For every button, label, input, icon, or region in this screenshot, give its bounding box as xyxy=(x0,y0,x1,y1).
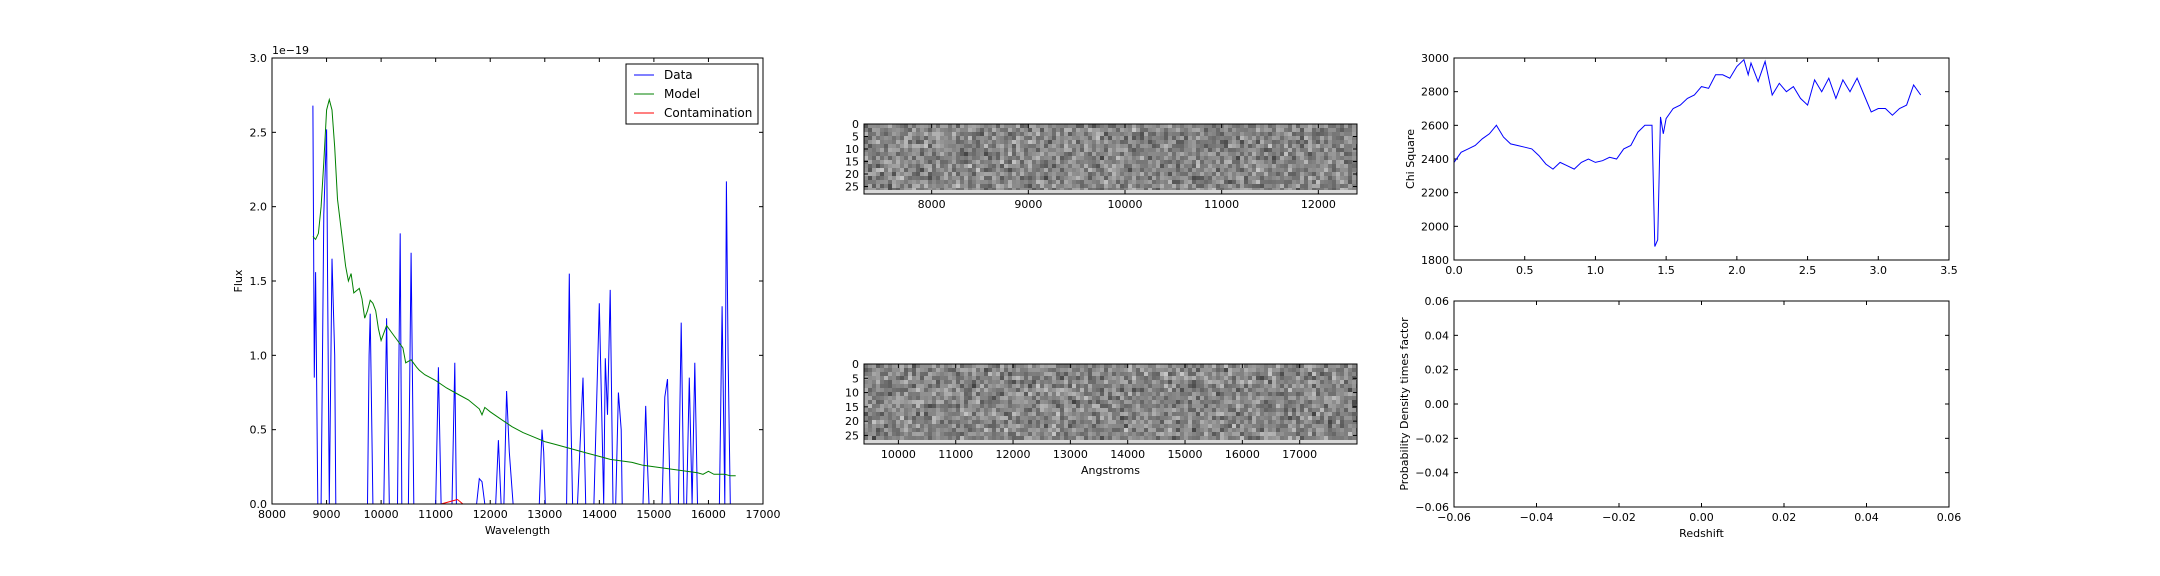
x-tick-label: 15000 xyxy=(1168,448,1203,461)
y-tick-label: 2400 xyxy=(1421,153,1449,166)
y-tick-label: 10 xyxy=(845,143,859,156)
y-tick-label: 1.5 xyxy=(250,275,268,288)
x-tick-label: 17000 xyxy=(746,508,781,521)
offset-label: 1e−19 xyxy=(272,44,309,57)
y-tick-label: 25 xyxy=(845,429,859,442)
axes-frame xyxy=(1453,57,1950,261)
y-tick-label: 25 xyxy=(845,181,859,194)
y-tick-label: 2800 xyxy=(1421,86,1449,99)
y-tick-label: 5 xyxy=(852,131,859,144)
y-tick-label: 20 xyxy=(845,168,859,181)
x-tick-label: −0.02 xyxy=(1602,511,1636,524)
y-tick-label: 0.04 xyxy=(1425,329,1450,342)
x-tick-label: 1.5 xyxy=(1657,264,1675,277)
x-tick-label: 0.00 xyxy=(1689,511,1714,524)
y-tick-label: 20 xyxy=(845,415,859,428)
y-tick-label: 15 xyxy=(845,401,859,414)
y-tick-label: 0 xyxy=(852,118,859,131)
x-tick-label: 14000 xyxy=(582,508,617,521)
x-tick-label: 10000 xyxy=(881,448,916,461)
y-tick-label: 0.00 xyxy=(1425,398,1450,411)
x-axis-label: Angstroms xyxy=(1081,464,1140,477)
legend-label: Data xyxy=(664,68,693,82)
x-tick-label: 0.02 xyxy=(1772,511,1797,524)
x-tick-label: 9000 xyxy=(313,508,341,521)
x-tick-label: 8000 xyxy=(258,508,286,521)
x-tick-label: 12000 xyxy=(996,448,1031,461)
x-tick-label: 13000 xyxy=(527,508,562,521)
y-axis-label: Chi Square xyxy=(1404,129,1417,189)
y-tick-label: 3.0 xyxy=(250,52,268,65)
y-tick-label: 3000 xyxy=(1421,52,1449,65)
spectrum-image-lower: 10000 11000 12000 13000 14000 15000 16000 17000… xyxy=(845,358,1358,477)
y-tick-label: 15 xyxy=(845,156,859,169)
contamination-series-line xyxy=(312,498,736,504)
x-tick-label: 0.0 xyxy=(1445,264,1463,277)
x-tick-label: −0.04 xyxy=(1520,511,1554,524)
x-tick-label: 1.0 xyxy=(1587,264,1605,277)
x-tick-label: 9000 xyxy=(1014,198,1042,211)
y-tick-label: −0.04 xyxy=(1415,467,1449,480)
y-tick-label: 1.0 xyxy=(250,349,268,362)
y-tick-label: 0.5 xyxy=(250,424,268,437)
axes-frame xyxy=(863,123,1358,195)
x-tick-label: 15000 xyxy=(636,508,671,521)
x-tick-label: 3.0 xyxy=(1870,264,1888,277)
y-tick-label: 0.02 xyxy=(1425,364,1450,377)
y-tick-label: 0.06 xyxy=(1425,295,1450,308)
x-axis-label: Wavelength xyxy=(485,524,550,537)
x-tick-label: 2.5 xyxy=(1799,264,1817,277)
axes-frame xyxy=(863,363,1358,445)
x-tick-label: 0.04 xyxy=(1854,511,1879,524)
x-tick-label: 10000 xyxy=(1108,198,1143,211)
y-tick-label: 0 xyxy=(852,358,859,371)
y-tick-label: 2200 xyxy=(1421,187,1449,200)
y-tick-label: 2.5 xyxy=(250,126,268,139)
x-tick-label: 3.5 xyxy=(1940,264,1958,277)
x-tick-label: 11000 xyxy=(418,508,453,521)
y-tick-label: 2600 xyxy=(1421,119,1449,132)
x-tick-label: 16000 xyxy=(1225,448,1260,461)
y-tick-label: −0.02 xyxy=(1415,432,1449,445)
x-tick-label: 0.5 xyxy=(1516,264,1534,277)
y-tick-label: 10 xyxy=(845,387,859,400)
y-tick-label: 5 xyxy=(852,372,859,385)
data-series-line xyxy=(1454,58,1922,247)
x-tick-label: 16000 xyxy=(691,508,726,521)
x-tick-label: 12000 xyxy=(1301,198,1336,211)
y-tick-label: 0.0 xyxy=(250,498,268,511)
x-tick-label: −0.06 xyxy=(1437,511,1471,524)
y-tick-label: −0.06 xyxy=(1415,501,1449,514)
x-tick-label: 10000 xyxy=(364,508,399,521)
model-series-line xyxy=(312,97,736,477)
probability-density-plot: −0.06 −0.04 −0.02 0.00 0.02 0.04 0.06 −0.06 −0.0… xyxy=(1398,295,1961,540)
y-tick-label: 1800 xyxy=(1421,254,1449,267)
y-tick-label: 2000 xyxy=(1421,220,1449,233)
spectrum-plot: 8000 9000 10000 11000 12000 13000 14000 15000 16… xyxy=(232,44,781,537)
x-axis-label: Redshift xyxy=(1679,527,1724,540)
legend-label: Contamination xyxy=(664,106,752,120)
x-tick-label: 11000 xyxy=(938,448,973,461)
x-tick-label: 8000 xyxy=(918,198,946,211)
x-tick-label: 14000 xyxy=(1110,448,1145,461)
axes-frame xyxy=(1453,300,1950,508)
y-tick-label: 2.0 xyxy=(250,201,268,214)
y-axis-label: Flux xyxy=(232,269,245,292)
x-tick-label: 17000 xyxy=(1282,448,1317,461)
axes-frame xyxy=(271,57,764,505)
chi-square-plot: 0.0 0.5 1.0 1.5 2.0 2.5 3.0 3.5 1800 2000 2200 2400… xyxy=(1404,52,1958,277)
x-tick-label: 0.06 xyxy=(1937,511,1962,524)
x-tick-label: 11000 xyxy=(1204,198,1239,211)
x-tick-label: 12000 xyxy=(473,508,508,521)
y-axis-label: Probability Density times factor xyxy=(1398,317,1411,491)
noise-image xyxy=(864,364,1357,444)
x-tick-label: 2.0 xyxy=(1728,264,1746,277)
x-tick-label: 13000 xyxy=(1053,448,1088,461)
legend-label: Model xyxy=(664,87,700,101)
noise-image xyxy=(864,124,1357,194)
